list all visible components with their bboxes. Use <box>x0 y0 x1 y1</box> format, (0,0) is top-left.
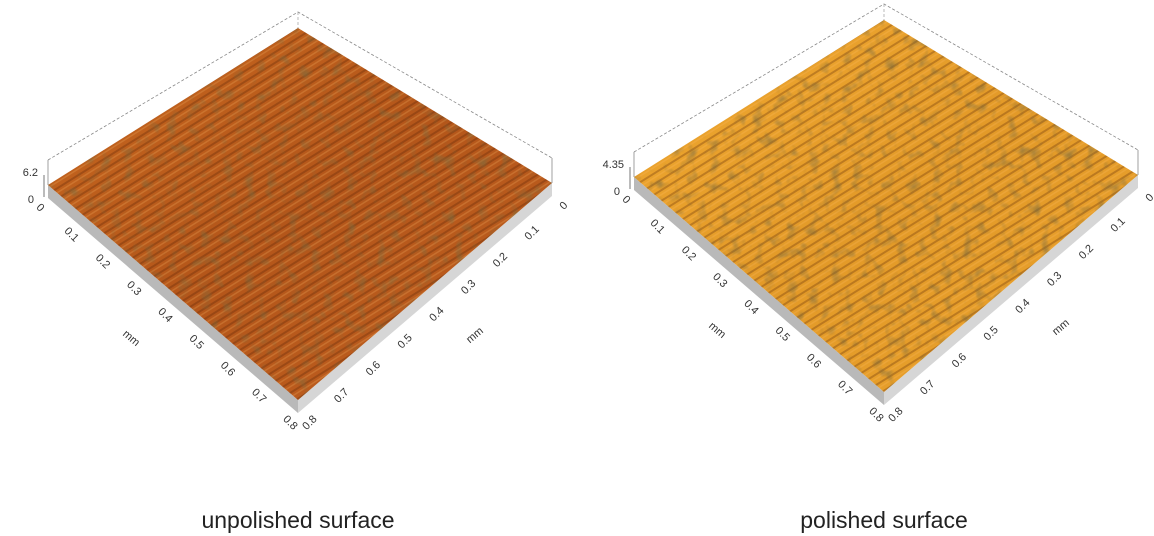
axis-unit: mm <box>706 320 728 341</box>
x-tick-label: 0.1 <box>648 217 667 236</box>
axis-unit: mm <box>1050 317 1072 338</box>
x-tick-label: 0.7 <box>835 378 854 397</box>
y-tick-label: 0.4 <box>1013 297 1032 316</box>
surface-panel: 6.2000.10.20.30.40.50.60.70.8mm0.80.70.6… <box>23 12 571 433</box>
surface-panel: 4.35000.10.20.30.40.50.60.70.8mm0.80.70.… <box>603 4 1154 425</box>
y-tick-label: 0.3 <box>1045 270 1064 289</box>
y-tick-label: 0.2 <box>1077 243 1096 262</box>
y-tick-label: 0.4 <box>427 305 446 324</box>
y-tick-label: 0.2 <box>491 251 510 270</box>
y-tick-label: 0.3 <box>459 278 478 297</box>
y-tick-label: 0.7 <box>332 386 351 405</box>
y-tick-label: 0.8 <box>300 413 319 432</box>
x-tick-label: 0.5 <box>187 333 206 352</box>
surface-texture <box>634 20 1138 392</box>
x-tick-label: 0.4 <box>155 306 174 325</box>
x-tick-label: 0.3 <box>124 279 143 298</box>
z-tick-label: 0 <box>28 194 34 206</box>
y-tick-label: 0.1 <box>523 223 542 242</box>
y-tick-label: 0.7 <box>918 378 937 397</box>
x-tick-label: 0.7 <box>249 386 268 405</box>
caption: polished surface <box>800 507 968 533</box>
x-tick-label: 0.1 <box>62 225 81 244</box>
x-tick-label: 0.6 <box>804 352 823 371</box>
x-tick-label: 0.2 <box>679 244 698 263</box>
x-tick-label: 0.4 <box>741 298 760 317</box>
figure: 6.2000.10.20.30.40.50.60.70.8mm0.80.70.6… <box>0 0 1154 536</box>
x-tick-label: 0.5 <box>773 325 792 344</box>
axis-unit: mm <box>464 325 486 346</box>
surface-texture <box>48 28 552 400</box>
y-tick-label: 0 <box>1144 192 1154 205</box>
x-tick-label: 0.8 <box>280 413 299 432</box>
z-tick-label: 4.35 <box>603 159 624 171</box>
y-tick-label: 0.6 <box>364 359 383 378</box>
x-tick-label: 0.3 <box>710 271 729 290</box>
y-tick-label: 0 <box>558 200 571 213</box>
z-tick-label: 0 <box>614 186 620 198</box>
x-tick-label: 0.6 <box>218 360 237 379</box>
x-tick-label: 0.2 <box>93 252 112 271</box>
x-tick-label: 0 <box>620 194 633 207</box>
y-tick-label: 0.1 <box>1109 215 1128 234</box>
y-tick-label: 0.5 <box>396 332 415 351</box>
axis-unit: mm <box>120 328 142 349</box>
y-tick-label: 0.5 <box>982 324 1001 343</box>
caption: unpolished surface <box>201 507 394 533</box>
x-tick-label: 0.8 <box>866 405 885 424</box>
x-tick-label: 0 <box>34 202 47 215</box>
y-tick-label: 0.8 <box>886 405 905 424</box>
y-tick-label: 0.6 <box>950 351 969 370</box>
z-tick-label: 6.2 <box>23 167 38 179</box>
